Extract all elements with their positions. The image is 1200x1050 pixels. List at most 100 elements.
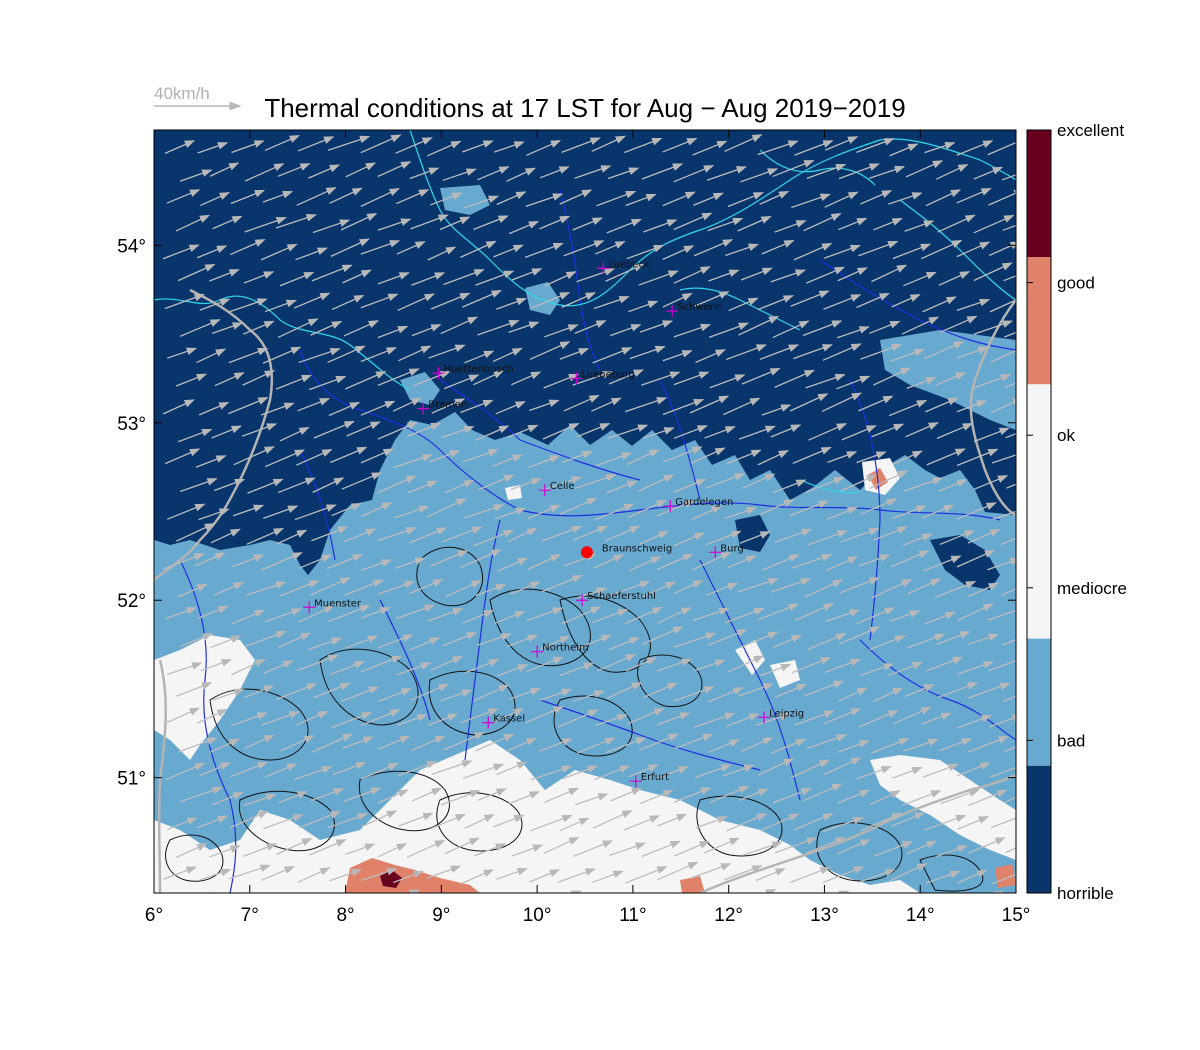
wind-arrow — [246, 527, 285, 545]
wind-arrow — [199, 868, 232, 881]
wind-arrow — [464, 195, 500, 209]
region-mediocre-east — [870, 755, 1016, 860]
wind-arrow — [906, 840, 937, 855]
wind-arrow — [772, 788, 812, 804]
wind-arrow — [439, 216, 471, 231]
wind-arrow — [260, 243, 298, 261]
wind-arrow — [759, 499, 795, 516]
wind-arrow — [723, 397, 761, 416]
wind-arrow — [740, 267, 773, 281]
wind-arrow — [637, 474, 675, 492]
wind-arrow — [956, 502, 997, 520]
wind-arrow — [429, 550, 469, 567]
wind-arrow — [198, 401, 230, 416]
wind-arrow — [628, 764, 659, 778]
region-good-se — [995, 864, 1016, 888]
wind-arrow — [888, 661, 924, 677]
city-label: Kassel — [493, 714, 525, 725]
city-label: Braunschweig — [602, 543, 672, 554]
wind-arrow — [822, 343, 862, 361]
wind-arrow — [987, 557, 1016, 571]
region-bad-coast — [440, 185, 490, 215]
wind-arrow — [377, 688, 412, 703]
wind-arrow — [759, 190, 790, 205]
wind-arrow — [973, 214, 1015, 234]
wind-arrow — [593, 554, 624, 569]
wind-arrow — [540, 575, 583, 593]
wind-arrow — [278, 632, 311, 649]
wind-arrow — [888, 399, 928, 417]
wind-arrow — [673, 165, 715, 183]
wind-arrow — [757, 295, 794, 311]
city-cross — [666, 304, 679, 317]
wind-arrow — [920, 239, 963, 260]
wind-arrow — [197, 142, 229, 154]
wind-arrow — [464, 659, 500, 674]
wind-arrow — [328, 401, 361, 417]
wind-arrow — [427, 713, 459, 726]
city-label: Lueneburg — [581, 369, 634, 380]
wind-arrow — [889, 863, 928, 882]
wind-arrow — [823, 757, 862, 776]
wind-arrow — [1003, 331, 1016, 338]
wind-arrow — [770, 578, 812, 593]
wind-arrow — [279, 427, 310, 442]
wind-arrow — [757, 450, 790, 466]
wind-arrow — [967, 736, 1009, 753]
wind-arrow — [462, 290, 502, 308]
wind-arrow — [331, 294, 365, 311]
city-label: Erfurt — [641, 772, 669, 783]
wind-arrow — [198, 508, 230, 521]
region-mediocre-patch — [735, 640, 765, 675]
wind-arrow — [360, 448, 394, 464]
wind-arrow — [527, 504, 561, 520]
region-horrible-east — [930, 535, 1000, 590]
wind-arrow — [295, 247, 328, 261]
wind-arrow — [805, 837, 846, 854]
wind-arrow — [297, 867, 331, 883]
wind-arrow — [509, 687, 542, 700]
wind-arrow — [628, 300, 659, 313]
wind-arrow — [260, 552, 303, 571]
wind-arrow — [903, 738, 939, 752]
wind-arrow — [331, 503, 362, 517]
wind-arrow — [360, 607, 391, 619]
wind-arrow — [228, 347, 269, 364]
wind-arrow — [166, 503, 206, 520]
wind-arrow — [539, 688, 573, 701]
wind-arrow — [526, 607, 564, 622]
wind-arrow — [377, 843, 408, 858]
wind-arrow — [793, 813, 834, 831]
wind-arrow — [396, 241, 426, 255]
wind-arrow — [873, 367, 911, 386]
wind-arrow — [277, 477, 316, 494]
wind-arrow — [1005, 847, 1016, 854]
wind-arrow — [991, 871, 1016, 885]
wind-arrow — [167, 817, 198, 831]
wind-arrow — [1002, 695, 1016, 703]
wind-arrow — [822, 817, 864, 833]
wind-arrow — [823, 294, 862, 310]
wind-arrow — [606, 218, 642, 234]
wind-arrow — [539, 215, 571, 230]
wind-arrow — [444, 480, 475, 494]
wind-arrow — [641, 840, 681, 858]
wind-arrow — [936, 631, 971, 646]
wind-arrow — [245, 581, 287, 596]
wind-arrow — [508, 791, 541, 805]
wind-arrow — [342, 269, 372, 284]
wind-arrow — [973, 374, 1012, 389]
wind-arrow — [559, 662, 595, 677]
wind-arrow — [443, 374, 480, 390]
wind-arrow — [430, 192, 463, 206]
latitude-axis: 51° 52° 53° 54° — [117, 236, 1016, 790]
wind-arrow — [926, 656, 964, 672]
wind-arrow — [200, 192, 231, 207]
city-cross — [758, 711, 771, 724]
wind-arrow — [869, 790, 901, 806]
wind-arrow — [967, 682, 1011, 699]
wind-arrow — [872, 894, 904, 908]
wind-arrow — [802, 320, 843, 337]
wind-arrow — [360, 502, 393, 518]
